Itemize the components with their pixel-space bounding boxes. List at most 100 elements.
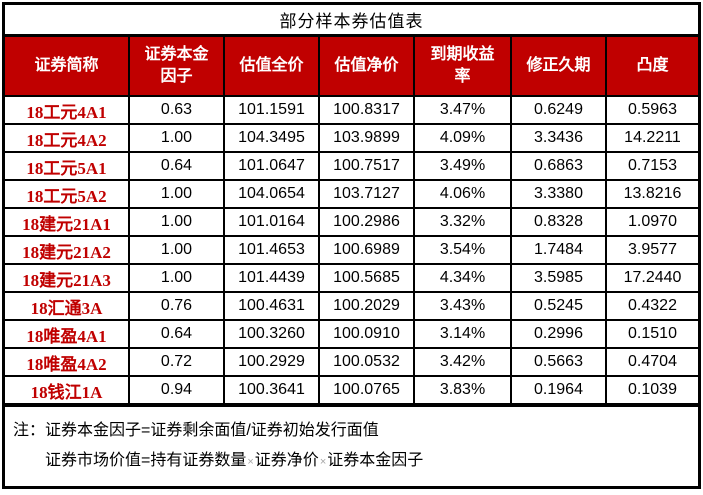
convexity: 0.7153 — [605, 151, 698, 181]
principal-factor: 0.64 — [128, 151, 225, 181]
security-name: 18钱江1A — [5, 375, 130, 405]
full-price: 104.0654 — [223, 179, 320, 209]
security-name: 18建元21A2 — [5, 235, 130, 265]
table-row: 18建元21A2 1.00 101.4653 100.6989 3.54% 1.… — [5, 235, 698, 265]
duration: 0.2996 — [510, 319, 607, 349]
footnote-line-1: 注：证券本金因子=证券剩余面值/证券初始发行面值 — [13, 416, 690, 446]
net-price: 100.7517 — [318, 151, 415, 181]
table-row: 18工元4A2 1.00 104.3495 103.9899 4.09% 3.3… — [5, 123, 698, 153]
footnote-formula-2-mid: 证券净价 — [254, 452, 319, 469]
duration: 0.6863 — [510, 151, 607, 181]
table-row: 18建元21A3 1.00 101.4439 100.5685 4.34% 3.… — [5, 263, 698, 293]
security-name: 18工元5A2 — [5, 179, 130, 209]
security-name: 18建元21A3 — [5, 263, 130, 293]
convexity: 3.9577 — [605, 235, 698, 265]
ytm: 3.14% — [413, 319, 512, 349]
ytm: 3.43% — [413, 291, 512, 321]
full-price: 101.1591 — [223, 95, 320, 125]
page-title: 部分样本券估值表 — [5, 5, 698, 37]
ytm: 3.32% — [413, 207, 512, 237]
col-header-net-price: 估值净价 — [318, 37, 415, 97]
security-name: 18唯盈4A1 — [5, 319, 130, 349]
net-price: 100.0765 — [318, 375, 415, 405]
duration: 0.6249 — [510, 95, 607, 125]
full-price: 100.3641 — [223, 375, 320, 405]
ytm: 3.47% — [413, 95, 512, 125]
duration: 0.1964 — [510, 375, 607, 405]
convexity: 17.2440 — [605, 263, 698, 293]
table-row: 18汇通3A 0.76 100.4631 100.2029 3.43% 0.52… — [5, 291, 698, 321]
full-price: 101.0647 — [223, 151, 320, 181]
table-row: 18唯盈4A1 0.64 100.3260 100.0910 3.14% 0.2… — [5, 319, 698, 349]
net-price: 100.6989 — [318, 235, 415, 265]
full-price: 100.4631 — [223, 291, 320, 321]
ytm: 4.34% — [413, 263, 512, 293]
duration: 1.7484 — [510, 235, 607, 265]
net-price: 100.2029 — [318, 291, 415, 321]
convexity: 0.4704 — [605, 347, 698, 377]
convexity: 0.1510 — [605, 319, 698, 349]
net-price: 100.2986 — [318, 207, 415, 237]
duration: 0.5663 — [510, 347, 607, 377]
footnote-formula-2: 证券市场价值=持有证券数量 — [45, 452, 247, 469]
ytm: 3.83% — [413, 375, 512, 405]
principal-factor: 1.00 — [128, 179, 225, 209]
security-name: 18唯盈4A2 — [5, 347, 130, 377]
footnote-formula-2-suffix: 证券本金因子 — [327, 452, 424, 469]
footnote: 注：证券本金因子=证券剩余面值/证券初始发行面值 证券市场价值=持有证券数量×证… — [5, 405, 698, 477]
principal-factor: 0.72 — [128, 347, 225, 377]
security-name: 18汇通3A — [5, 291, 130, 321]
security-name: 18工元5A1 — [5, 151, 130, 181]
ytm: 3.54% — [413, 235, 512, 265]
table-row: 18建元21A1 1.00 101.0164 100.2986 3.32% 0.… — [5, 207, 698, 237]
convexity: 0.5963 — [605, 95, 698, 125]
security-name: 18建元21A1 — [5, 207, 130, 237]
principal-factor: 0.63 — [128, 95, 225, 125]
ytm: 4.06% — [413, 179, 512, 209]
net-price: 100.0532 — [318, 347, 415, 377]
duration: 3.3380 — [510, 179, 607, 209]
footnote-formula-1: 证券本金因子=证券剩余面值/证券初始发行面值 — [45, 422, 379, 439]
footnote-label: 注： — [13, 422, 46, 439]
full-price: 104.3495 — [223, 123, 320, 153]
full-price: 101.4439 — [223, 263, 320, 293]
principal-factor: 1.00 — [128, 123, 225, 153]
duration: 3.5985 — [510, 263, 607, 293]
principal-factor: 1.00 — [128, 263, 225, 293]
footnote-line-2: 证券市场价值=持有证券数量×证券净价×证券本金因子 — [13, 446, 690, 477]
convexity: 13.8216 — [605, 179, 698, 209]
multiply-symbol: × — [247, 456, 254, 468]
col-header-principal-factor: 证券本金 因子 — [128, 37, 225, 97]
valuation-table: 证券简称 证券本金 因子 估值全价 估值净价 到期收益 率 修正久期 凸度 18… — [5, 37, 698, 405]
duration: 3.3436 — [510, 123, 607, 153]
principal-factor: 0.64 — [128, 319, 225, 349]
table-row: 18工元5A1 0.64 101.0647 100.7517 3.49% 0.6… — [5, 151, 698, 181]
full-price: 101.0164 — [223, 207, 320, 237]
duration: 0.8328 — [510, 207, 607, 237]
valuation-table-sheet: 部分样本券估值表 证券简称 证券本金 因子 估值全价 估值净价 到期收益 率 修… — [2, 2, 701, 489]
net-price: 103.7127 — [318, 179, 415, 209]
col-header-security-name: 证券简称 — [5, 37, 130, 97]
security-name: 18工元4A2 — [5, 123, 130, 153]
multiply-symbol: × — [319, 456, 327, 468]
convexity: 0.4322 — [605, 291, 698, 321]
ytm: 4.09% — [413, 123, 512, 153]
col-header-full-price: 估值全价 — [223, 37, 320, 97]
full-price: 100.3260 — [223, 319, 320, 349]
full-price: 100.2929 — [223, 347, 320, 377]
full-price: 101.4653 — [223, 235, 320, 265]
principal-factor: 0.94 — [128, 375, 225, 405]
col-header-duration: 修正久期 — [510, 37, 607, 97]
header-row: 证券简称 证券本金 因子 估值全价 估值净价 到期收益 率 修正久期 凸度 — [5, 37, 698, 97]
ytm: 3.42% — [413, 347, 512, 377]
principal-factor: 1.00 — [128, 207, 225, 237]
table-row: 18钱江1A 0.94 100.3641 100.0765 3.83% 0.19… — [5, 375, 698, 405]
net-price: 103.9899 — [318, 123, 415, 153]
ytm: 3.49% — [413, 151, 512, 181]
table-row: 18工元5A2 1.00 104.0654 103.7127 4.06% 3.3… — [5, 179, 698, 209]
table-row: 18工元4A1 0.63 101.1591 100.8317 3.47% 0.6… — [5, 95, 698, 125]
convexity: 14.2211 — [605, 123, 698, 153]
net-price: 100.8317 — [318, 95, 415, 125]
col-header-ytm: 到期收益 率 — [413, 37, 512, 97]
security-name: 18工元4A1 — [5, 95, 130, 125]
